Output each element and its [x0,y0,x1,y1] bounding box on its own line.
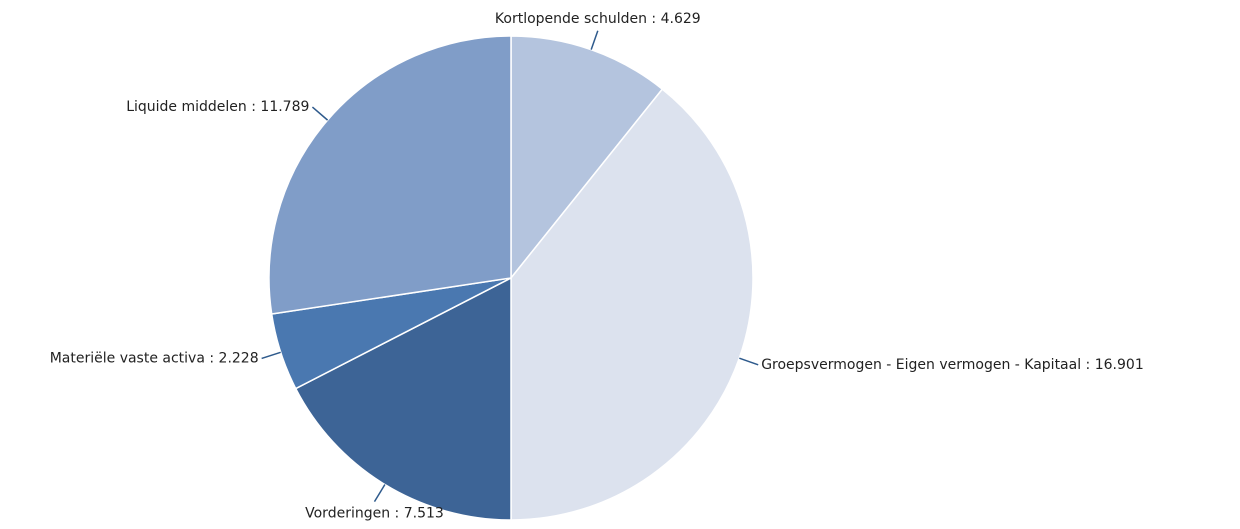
pie-slice [510,35,664,281]
label-separator: : [390,506,404,522]
label-separator: : [1081,357,1095,373]
label-value: 16.901 [1095,357,1144,373]
leader-line [261,351,281,360]
label-separator: : [247,99,261,115]
data-label: Liquide middelen : 11.789 [126,99,309,115]
label-name: Vorderingen [305,506,390,522]
pie-slice [268,35,512,315]
pie-slice [510,88,754,521]
label-name: Groepsvermogen - Eigen vermogen - Kapita… [761,357,1081,373]
data-label: Groepsvermogen - Eigen vermogen - Kapita… [761,357,1144,373]
leader-line [739,357,759,366]
label-value: 2.228 [219,350,259,366]
data-label: Materiële vaste activa : 2.228 [50,350,259,366]
label-name: Liquide middelen [126,99,247,115]
label-separator: : [647,11,661,27]
data-label: Vorderingen : 7.513 [305,506,444,522]
leader-line [590,30,599,50]
label-name: Kortlopende schulden [495,11,647,27]
label-value: 4.629 [661,11,701,27]
leader-line [373,484,386,503]
pie-slice [294,276,512,521]
label-separator: : [205,350,219,366]
label-value: 7.513 [404,506,444,522]
data-label: Kortlopende schulden : 4.629 [495,11,701,27]
label-value: 11.789 [260,99,309,115]
leader-line [311,106,329,121]
label-name: Materiële vaste activa [50,350,205,366]
